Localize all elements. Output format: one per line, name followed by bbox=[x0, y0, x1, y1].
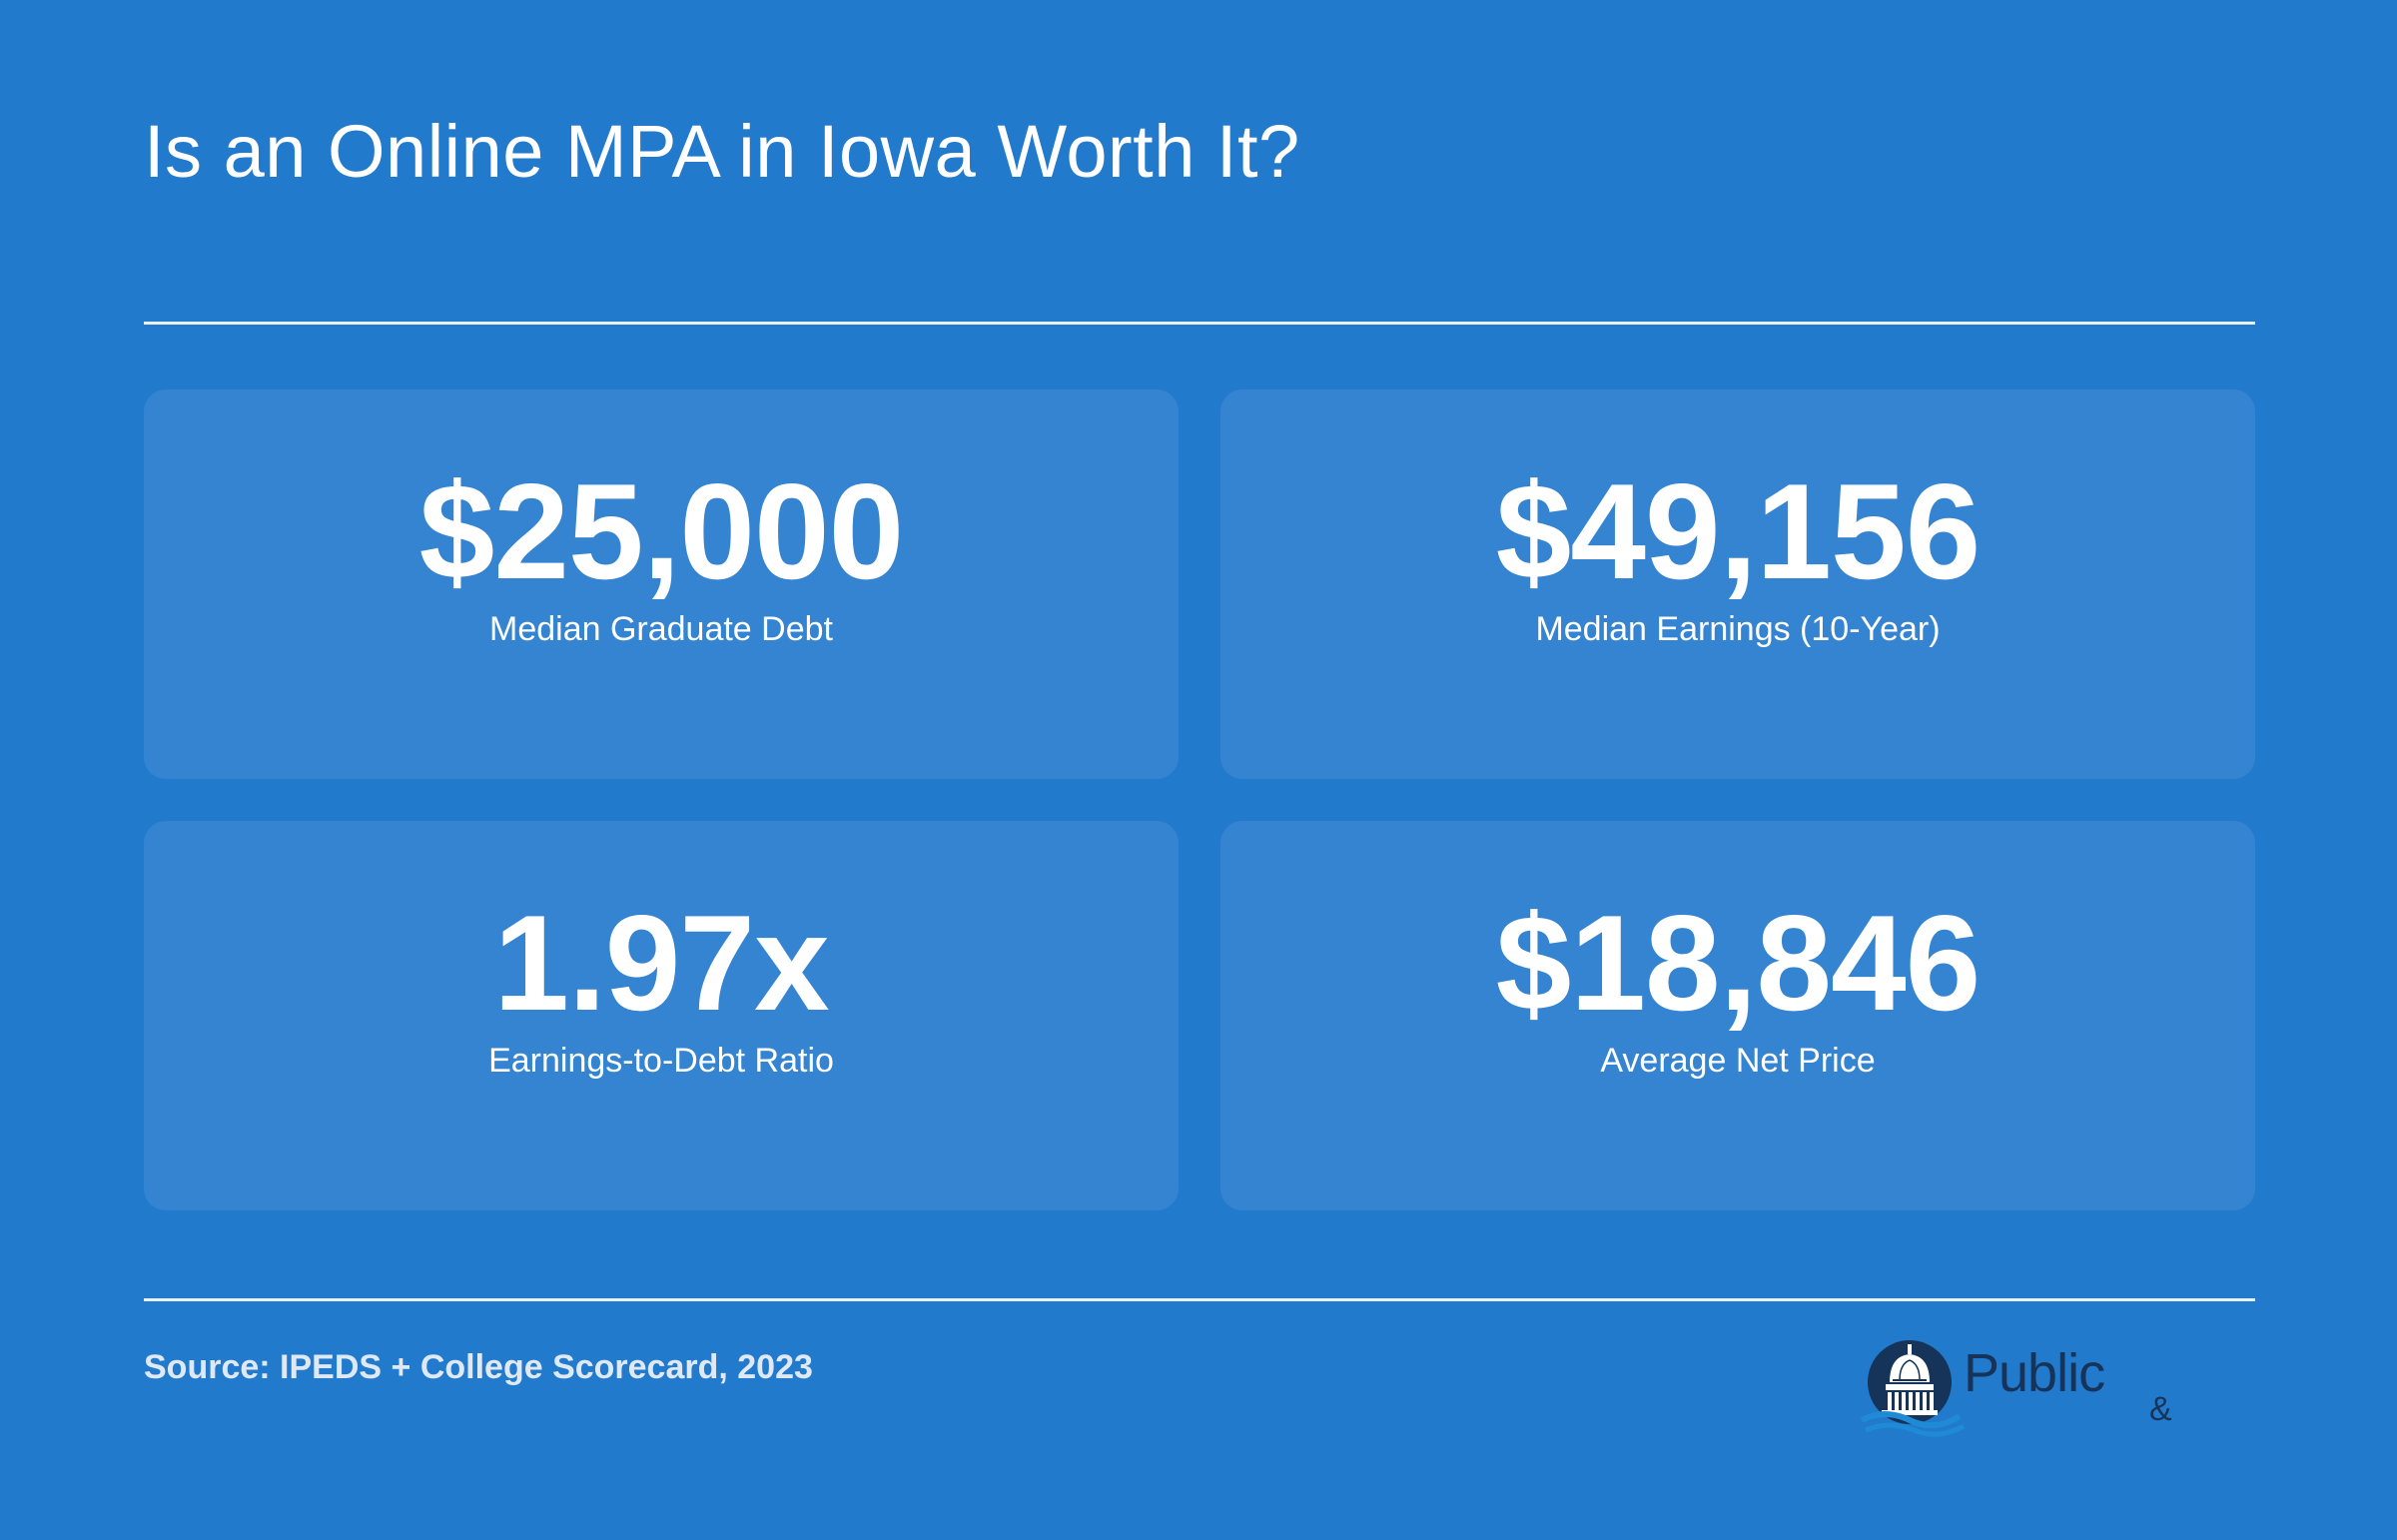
stat-label: Median Earnings (10-Year) bbox=[1535, 610, 1941, 648]
top-divider bbox=[144, 322, 2255, 325]
stat-card-earnings-to-debt: 1.97x Earnings-to-Debt Ratio bbox=[144, 821, 1179, 1210]
stat-value: 1.97x bbox=[493, 887, 829, 1039]
page-title: Is an Online MPA in Iowa Worth It? bbox=[144, 110, 1300, 193]
stat-label: Median Graduate Debt bbox=[489, 610, 833, 648]
stat-card-median-earnings: $49,156 Median Earnings (10-Year) bbox=[1220, 389, 2255, 779]
capitol-dome-icon bbox=[1860, 1340, 1966, 1437]
stat-value: $18,846 bbox=[1495, 887, 1982, 1039]
logo-wordmark: Public bbox=[1964, 1343, 2105, 1403]
stat-label: Earnings-to-Debt Ratio bbox=[488, 1042, 834, 1080]
bottom-divider bbox=[144, 1298, 2255, 1301]
stat-label: Average Net Price bbox=[1600, 1042, 1876, 1080]
stat-value: $49,156 bbox=[1495, 455, 1982, 607]
stat-value: $25,000 bbox=[418, 455, 905, 607]
stat-card-median-debt: $25,000 Median Graduate Debt bbox=[144, 389, 1179, 779]
stat-card-net-price: $18,846 Average Net Price bbox=[1220, 821, 2255, 1210]
source-citation: Source: IPEDS + College Scorecard, 2023 bbox=[144, 1348, 813, 1386]
publisher-logo: Public & bbox=[1860, 1334, 2259, 1438]
logo-ampersand: & bbox=[2149, 1390, 2172, 1428]
